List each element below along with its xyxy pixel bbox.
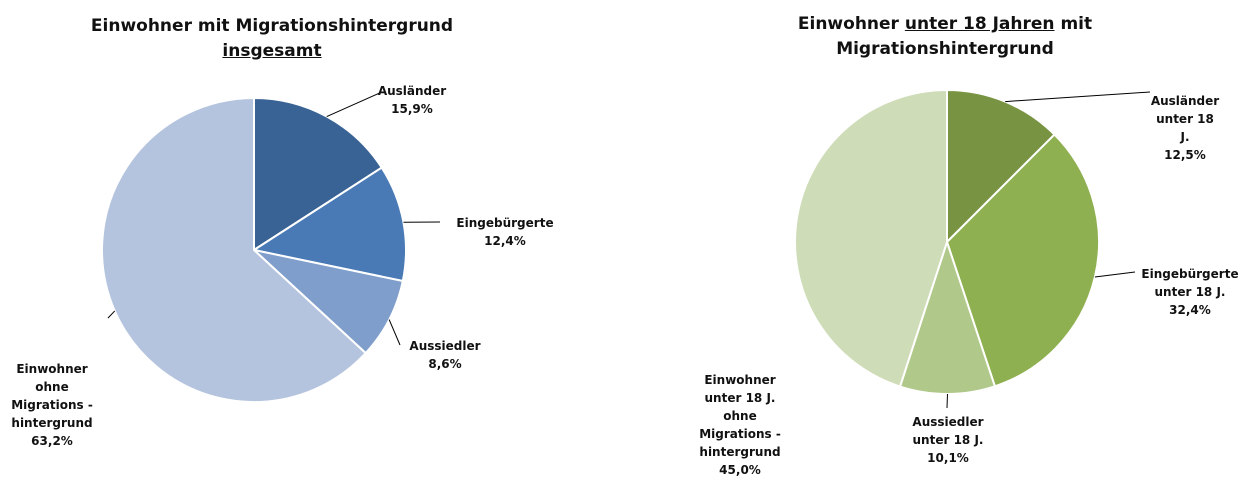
value-label: 32,4% <box>1169 303 1211 317</box>
category-label: Aussiedler unter 18 J. <box>912 415 984 447</box>
chart-title: Einwohner mit Migrationshintergrund insg… <box>57 14 487 64</box>
pie-slice <box>253 96 384 252</box>
value-label: 10,1% <box>927 451 969 465</box>
category-label: Eingebürgerte <box>456 216 554 230</box>
category-label: Einwohner ohne Migrations - hintergrund <box>11 362 93 430</box>
category-label: Aussiedler <box>409 339 481 353</box>
pie-slice <box>946 88 1056 245</box>
slice-label: Einwohner unter 18 J. ohne Migrations - … <box>699 371 781 479</box>
value-label: 12,5% <box>1164 148 1206 162</box>
leader-line <box>388 319 401 346</box>
slice-label: Eingebürgerte 12,4% <box>456 214 553 250</box>
leader-line <box>326 91 383 117</box>
category-label: Eingebürgerte unter 18 J. <box>1141 267 1239 299</box>
leader-line <box>107 310 116 319</box>
slice-label: Ausländer unter 18 J. 12,5% <box>1151 92 1219 164</box>
slice-label: Aussiedler 8,6% <box>409 337 480 373</box>
value-label: 12,4% <box>484 234 526 248</box>
leader-line <box>1094 271 1136 278</box>
title-part: unter 18 Jahren <box>904 14 1055 34</box>
value-label: 15,9% <box>391 102 433 116</box>
title-part: Einwohner <box>797 14 899 34</box>
pie-slice <box>794 88 948 388</box>
category-label: Einwohner unter 18 J. ohne Migrations - … <box>699 373 781 459</box>
value-label: 8,6% <box>428 357 462 371</box>
value-label: 45,0% <box>719 463 761 477</box>
pie-slice <box>945 133 1100 388</box>
leader-line <box>1005 91 1151 103</box>
slice-label: Ausländer 15,9% <box>378 82 446 118</box>
slice-label: Eingebürgerte unter 18 J. 32,4% <box>1141 265 1238 319</box>
title-part: insgesamt <box>222 41 322 61</box>
slice-label: Einwohner ohne Migrations - hintergrund 6… <box>11 360 93 450</box>
chart-title: Einwohner unter 18 Jahren mit Migrations… <box>780 12 1110 62</box>
title-part: Einwohner mit Migrationshintergrund <box>90 16 454 36</box>
pie-slice <box>101 96 368 403</box>
value-label: 63,2% <box>31 434 73 448</box>
title-part: mit Migrationshintergrund <box>836 14 1093 59</box>
slice-label: Aussiedler unter 18 J. 10,1% <box>912 413 983 467</box>
category-label: Ausländer unter 18 J. <box>1150 94 1220 144</box>
category-label: Ausländer <box>377 84 447 98</box>
